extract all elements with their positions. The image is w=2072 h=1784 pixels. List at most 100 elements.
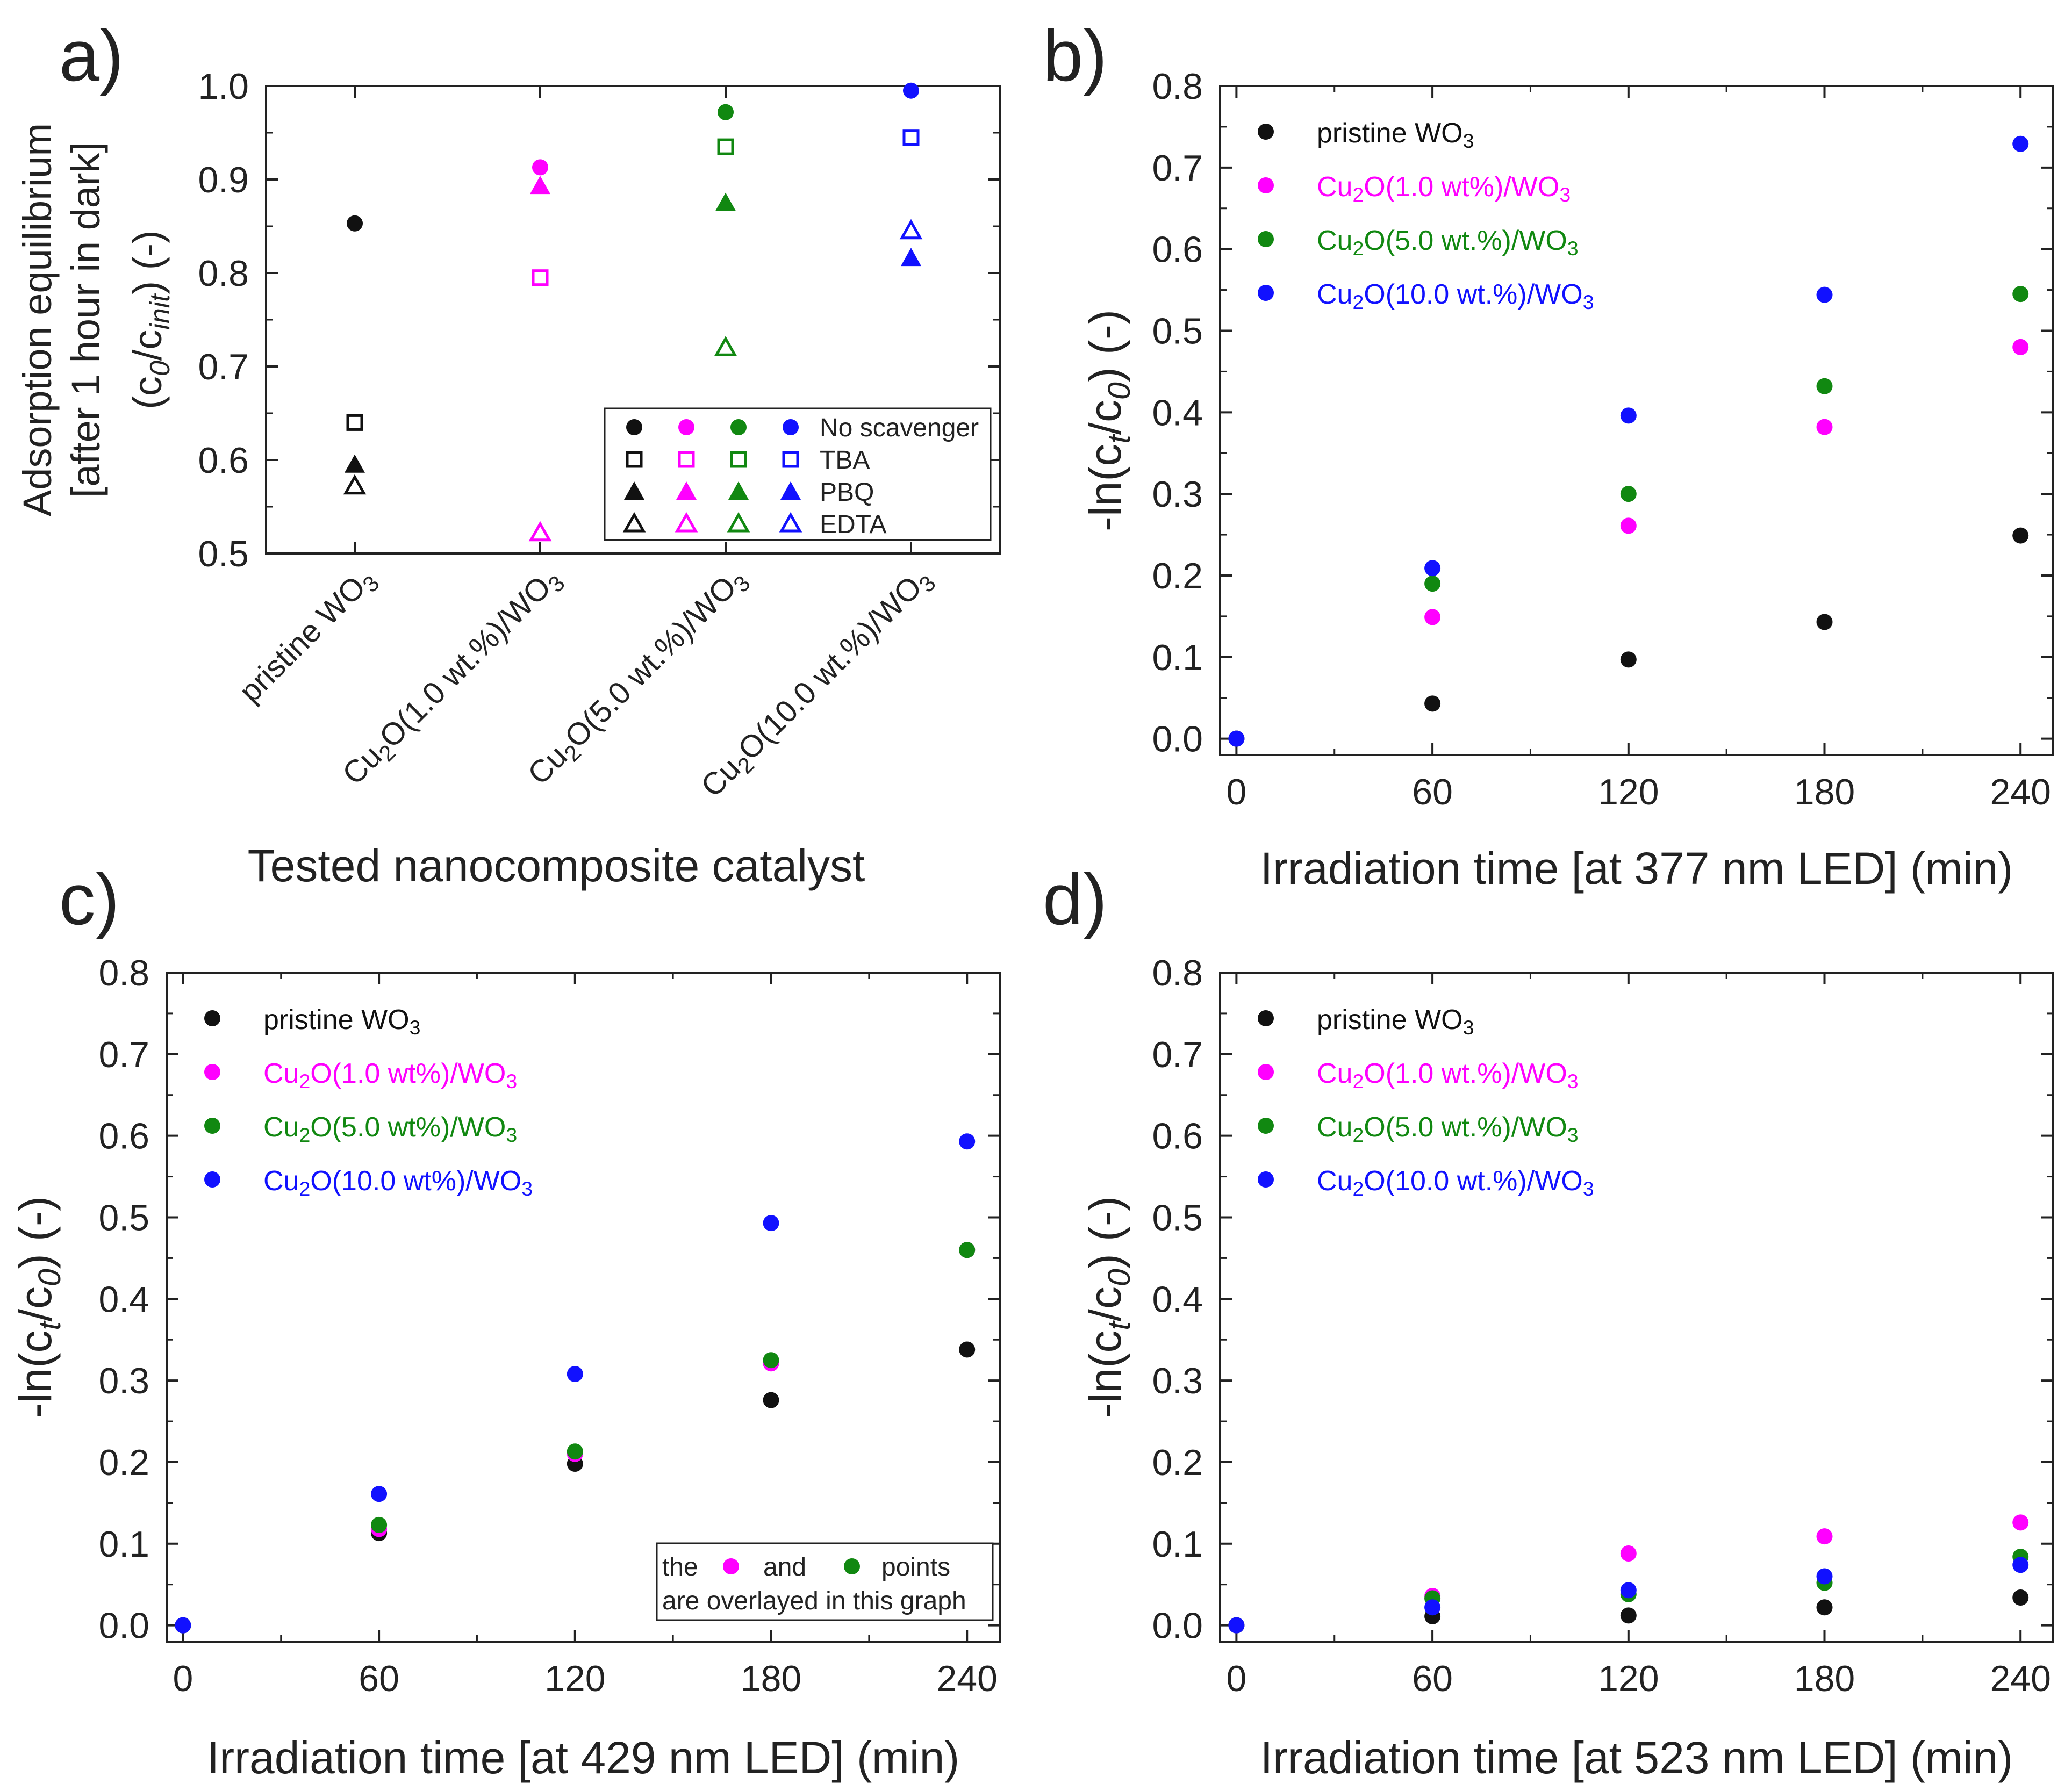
legend-marker — [204, 1064, 220, 1080]
y-title-sub: 0 — [1102, 1269, 1137, 1286]
x-axis-title: Irradiation time [at 429 nm LED] (min) — [207, 1732, 960, 1783]
legend-entry: Cu2O(5.0 wt.%)/WO3 — [1317, 225, 1579, 260]
legend-entry: pristine WO3 — [1317, 118, 1474, 152]
x-tick-label: 180 — [1794, 772, 1855, 812]
category-label-mid: O(1.0 wt.%)/WO — [372, 570, 557, 754]
x-tick-label: 180 — [741, 1658, 801, 1699]
annotation-line2: are overlayed in this graph — [662, 1587, 966, 1615]
x-tick-label: 180 — [1794, 1658, 1855, 1699]
category-label: pristine WO3 — [233, 560, 384, 712]
data-point-3-0 — [175, 1617, 191, 1634]
legend-entry-pre: Cu — [1317, 1112, 1352, 1143]
x-tick-label: 120 — [1598, 772, 1659, 812]
data-point-0-0 — [347, 215, 363, 232]
y-tick-label: 0.2 — [98, 1442, 149, 1483]
x-tick-label: 0 — [173, 1658, 193, 1699]
legend-entry-mid: O(1.0 wt%)/WO — [310, 1058, 506, 1089]
data-point-1-1 — [532, 269, 549, 286]
data-point-1-4 — [2012, 1514, 2029, 1531]
legend-entry: Cu2O(10.0 wt.%)/WO3 — [1317, 1166, 1594, 1200]
legend-marker — [1258, 285, 1274, 301]
legend-entry-sub: 3 — [1583, 1177, 1594, 1200]
legend-entry-mid: O(1.0 wt%)/WO — [1364, 171, 1559, 203]
data-point-0-3 — [903, 82, 919, 99]
y-tick-label: 0.6 — [1152, 1116, 1203, 1157]
data-point-3-0 — [343, 474, 367, 495]
y-tick-label: 0.3 — [1152, 1361, 1203, 1401]
legend-marker — [1258, 1010, 1274, 1026]
y-tick-label: 0.7 — [1152, 1034, 1203, 1075]
legend-entry: Cu2O(1.0 wt.%)/WO3 — [1317, 1058, 1579, 1092]
y-title-sub: 0 — [1102, 382, 1137, 400]
data-point-1-2 — [717, 138, 734, 155]
y-title-sub: 0 — [144, 361, 175, 376]
y-title-part: -ln(c — [1080, 1330, 1130, 1418]
legend-entry-sub: 3 — [1463, 1016, 1474, 1039]
data-point-2-1 — [1424, 576, 1441, 592]
data-point-0-1 — [1424, 695, 1441, 712]
x-tick-label: 120 — [1598, 1658, 1659, 1699]
plot-frame — [1219, 85, 2054, 756]
y-tick-label: 0.4 — [1152, 392, 1203, 433]
data-point-2-3 — [763, 1352, 779, 1369]
y-axis-title-line: Adsorption equilibrium — [15, 123, 60, 516]
legend-entry-sub: 3 — [1567, 1124, 1579, 1146]
legend-marker — [626, 451, 643, 468]
y-tick-label: 0.6 — [198, 440, 249, 481]
legend-marker — [675, 512, 698, 533]
legend-entry-sub: 2 — [1352, 291, 1364, 313]
data-point-2-2 — [567, 1443, 583, 1460]
data-point-2-1 — [371, 1516, 388, 1533]
y-title-part: /c — [1080, 400, 1130, 435]
y-title-sub: t — [32, 1320, 67, 1330]
legend-entry-pre: Cu — [263, 1166, 299, 1197]
legend-marker — [204, 1118, 220, 1134]
legend-marker — [783, 419, 799, 435]
category-label-pre: pristine WO — [233, 570, 372, 709]
plot-frame — [166, 972, 1001, 1643]
legend-entry: pristine WO3 — [1317, 1004, 1474, 1039]
data-point-2-2 — [715, 192, 736, 211]
x-tick-label: 120 — [544, 1658, 605, 1699]
legend-entry-mid: O(10.0 wt.%)/WO — [1364, 1166, 1582, 1197]
y-tick-label: 0.1 — [1152, 637, 1203, 678]
legend-entry: Cu2O(10.0 wt%)/WO3 — [263, 1166, 533, 1200]
y-axis-title: -ln(ct/c0) (-) — [10, 1196, 67, 1418]
y-tick-label: 0.8 — [98, 953, 149, 994]
y-tick-label: 0.0 — [1152, 1606, 1203, 1646]
legend-marker — [676, 481, 697, 500]
data-point-1-2 — [1620, 517, 1637, 534]
category-label-mid: O(10.0 wt.%)/WO — [731, 570, 928, 767]
legend-entry-sub: 2 — [299, 1177, 310, 1200]
legend-marker — [1258, 1064, 1274, 1080]
legend-marker — [678, 451, 695, 468]
data-point-3-3 — [1816, 1568, 1833, 1585]
legend-marker — [727, 512, 750, 533]
legend-marker — [779, 512, 802, 533]
data-point-3-4 — [959, 1133, 976, 1150]
x-axis-title: Tested nanocomposite catalyst — [248, 840, 865, 891]
legend-marker — [728, 481, 749, 500]
annotation-green-marker — [844, 1558, 860, 1574]
legend-marker — [678, 419, 694, 435]
panel-c: c) 0.0 0.1 0.2 0.3 0.4 0.5 0.6 0.7 0.8 0 60 120 180 24… — [10, 859, 1001, 1783]
data-point-0-4 — [2012, 1589, 2029, 1606]
legend-entry-pre: Cu — [1317, 1058, 1352, 1089]
y-axis-title: -ln(ct/c0) (-) — [1080, 1196, 1137, 1418]
legend-entry-mid: O(5.0 wt.%)/WO — [1364, 225, 1567, 256]
annotation-line1-mid: and — [763, 1553, 806, 1581]
legend-entry-sub: 2 — [1352, 1124, 1364, 1146]
y-tick-label: 0.1 — [1152, 1524, 1203, 1565]
category-label-mid: O(5.0 wt.%)/WO — [558, 570, 743, 754]
legend-entry-sub: 2 — [1352, 237, 1364, 260]
annotation-line1-start: the — [662, 1553, 698, 1581]
panel-d: d) 0.0 0.1 0.2 0.3 0.4 0.5 0.6 0.7 0.8 0 60 120 180 24… — [1043, 859, 2054, 1783]
y-tick-label: 0.0 — [98, 1606, 149, 1646]
legend-marker — [204, 1010, 220, 1026]
y-tick-label: 0.5 — [98, 1197, 149, 1238]
legend-entry-mid: O(5.0 wt.%)/WO — [1364, 1112, 1567, 1143]
data-point-0-4 — [959, 1341, 976, 1358]
plot-frame — [1219, 972, 2054, 1643]
legend-marker — [730, 451, 747, 468]
y-tick-label: 0.4 — [1152, 1279, 1203, 1320]
